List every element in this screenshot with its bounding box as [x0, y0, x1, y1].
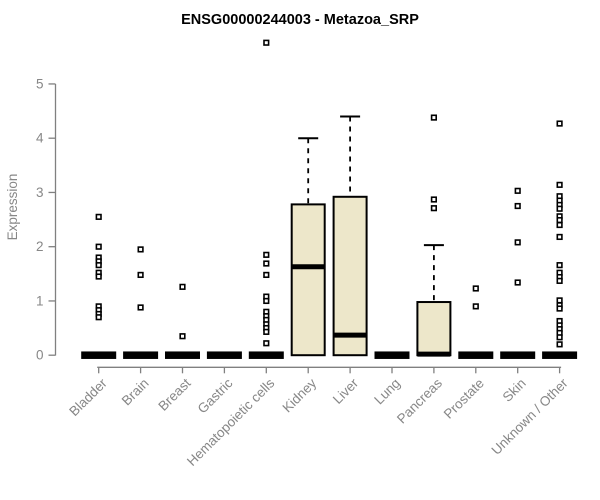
outlier-point: [514, 239, 521, 246]
outlier-point: [556, 341, 563, 348]
outlier-point: [556, 217, 563, 224]
flat-median-bar: [165, 351, 200, 359]
outlier-point: [95, 243, 102, 250]
outlier-point: [514, 202, 521, 210]
outlier-point: [556, 262, 563, 269]
outlier-point: [556, 221, 563, 229]
outlier-point: [514, 187, 521, 194]
outlier-point: [430, 114, 438, 121]
x-category-label: Brain: [119, 376, 152, 409]
outlier-point: [179, 333, 186, 340]
y-tick-label: 4: [36, 131, 44, 146]
x-category-label: Kidney: [280, 375, 320, 415]
x-category-label: Pancreas: [394, 375, 445, 426]
outlier-point: [95, 273, 102, 280]
flat-median-bar: [123, 351, 159, 359]
flat-median-bar: [374, 351, 410, 359]
outlier-point: [556, 305, 563, 312]
outlier-point: [556, 334, 563, 341]
outlier-point: [95, 262, 102, 269]
outlier-point: [556, 233, 563, 241]
outlier-point: [263, 297, 270, 305]
outlier-point: [514, 279, 521, 286]
x-category-label: Lung: [371, 376, 403, 408]
outlier-point: [263, 328, 270, 335]
flat-median-bar: [248, 351, 284, 359]
outlier-point: [137, 304, 144, 311]
flat-median-bar: [206, 351, 242, 359]
outlier-point: [472, 285, 479, 292]
outlier-point: [556, 181, 563, 188]
outlier-point: [95, 213, 102, 220]
outlier-point: [95, 314, 102, 321]
box: [290, 203, 326, 357]
flat-median-bar: [458, 351, 494, 359]
outlier-point: [556, 297, 563, 304]
outlier-point: [430, 205, 438, 212]
x-category-label: Gastric: [195, 375, 236, 416]
x-category-label: Skin: [500, 376, 529, 405]
outlier-point: [263, 39, 270, 46]
outlier-point: [263, 251, 270, 258]
outlier-point: [430, 196, 438, 203]
box: [416, 301, 452, 357]
x-category-label: Prostate: [441, 376, 487, 422]
x-category-label: Liver: [330, 375, 362, 407]
chart-title: ENSG00000244003 - Metazoa_SRP: [181, 12, 419, 28]
x-category-label: Breast: [155, 375, 193, 413]
flat-median-bar: [500, 351, 536, 359]
outlier-point: [263, 271, 270, 279]
outlier-point: [137, 246, 144, 253]
outlier-point: [472, 303, 479, 310]
y-tick-label: 0: [36, 348, 44, 363]
outlier-point: [137, 271, 144, 279]
y-tick-label: 5: [36, 76, 44, 91]
flat-median-bar: [81, 351, 117, 359]
outlier-point: [179, 283, 186, 290]
flat-median-bar: [542, 351, 578, 359]
x-category-label: Unknown / Other: [488, 375, 571, 458]
box: [332, 195, 368, 357]
y-tick-label: 2: [36, 239, 44, 254]
y-tick-label: 1: [36, 293, 44, 308]
outlier-point: [263, 340, 270, 347]
outlier-point: [556, 120, 563, 127]
outlier-point: [263, 260, 270, 267]
outlier-point: [556, 205, 563, 212]
x-category-label: Bladder: [66, 375, 110, 419]
y-tick-label: 3: [36, 185, 44, 200]
outlier-point: [556, 277, 563, 284]
